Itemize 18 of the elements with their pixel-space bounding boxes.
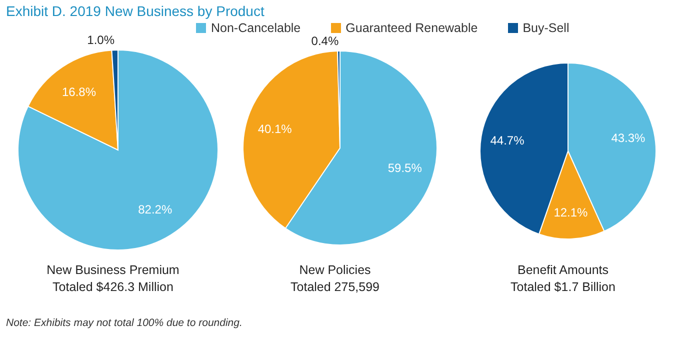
data-label: 16.8% (62, 84, 96, 99)
chart-title: Exhibit D. 2019 New Business by Product (6, 3, 264, 19)
text: Note: Exhibits may not total 100% due to rounding. (6, 317, 242, 329)
pie-slice (18, 50, 218, 250)
data-label: 44.7% (490, 134, 525, 148)
data-label: 40.1% (258, 122, 292, 136)
data-label: 43.3% (611, 131, 646, 146)
data-label: 0.4% (311, 34, 339, 48)
data-label: 59.5% (388, 160, 422, 175)
legend-label: Guaranteed Renewable (346, 21, 478, 35)
text: Benefit Amounts Totaled $1.7 Billion (510, 262, 616, 296)
text: New Policies Totaled 275,599 (290, 262, 380, 296)
legend-label: Buy-Sell (522, 21, 570, 35)
legend-label: Non-Cancelable (211, 21, 301, 35)
data-label: 1.0% (87, 33, 115, 48)
text: New Business Premium Totaled $426.3 Million (46, 262, 180, 296)
data-label: 82.2% (138, 202, 172, 216)
data-label: 12.1% (554, 206, 588, 220)
